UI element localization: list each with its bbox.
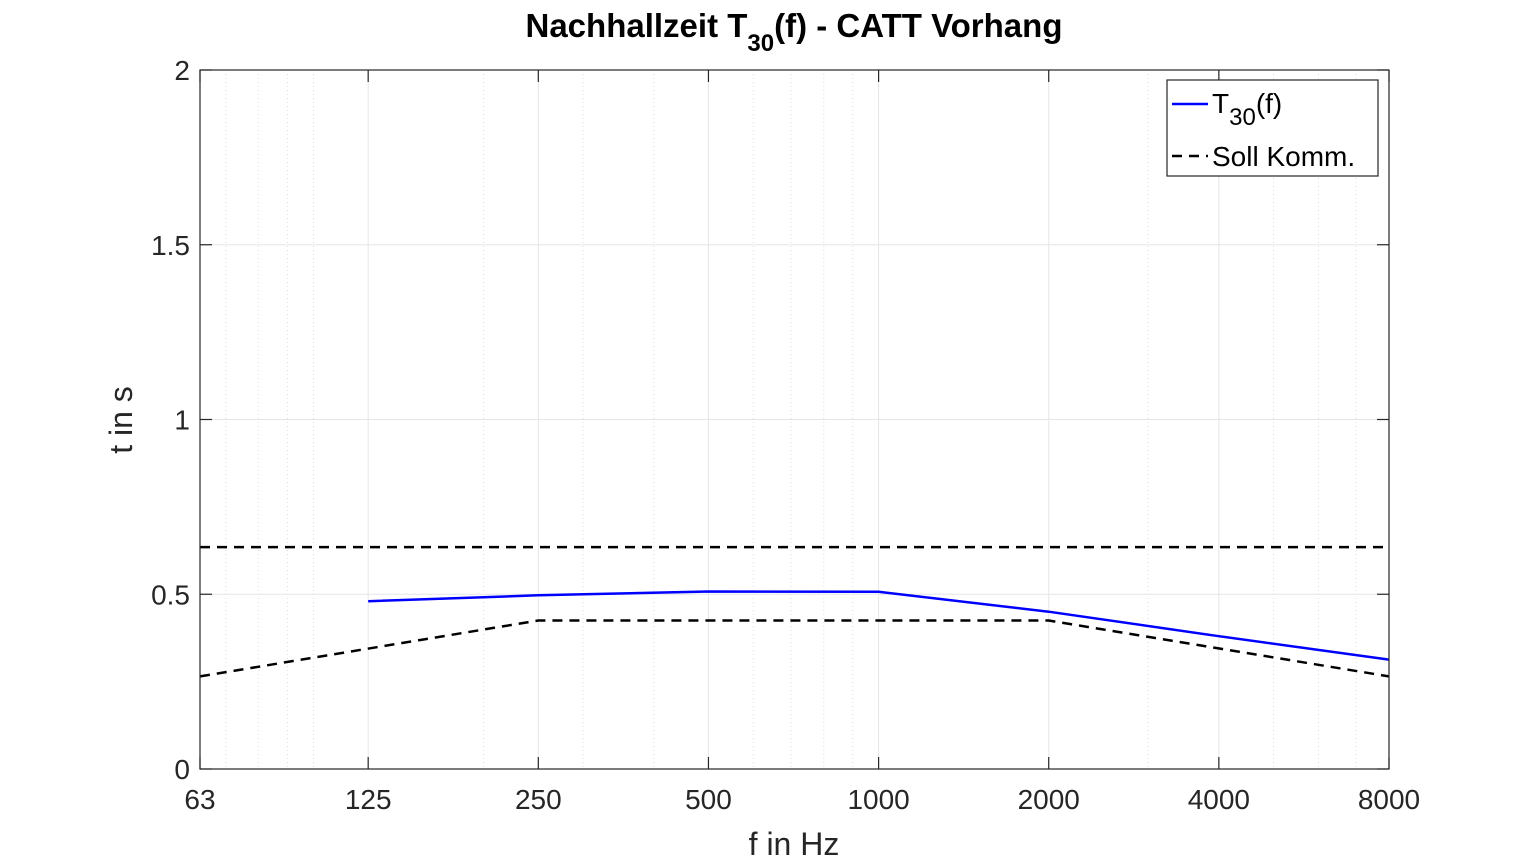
legend-label-t30-sub: 30 [1229,104,1256,131]
legend-label-soll: Soll Komm. [1212,141,1355,172]
y-tick-label: 2 [174,55,190,86]
chart-title-subscript: 30 [747,30,774,57]
x-axis-label: f in Hz [749,826,840,862]
x-tick-label: 8000 [1358,784,1420,815]
y-tick-label: 0.5 [151,579,190,610]
legend-label-t30-main: T [1212,88,1229,119]
x-tick-labels: 63 125 250 500 1000 2000 4000 8000 [184,784,1420,815]
x-tick-label: 500 [685,784,732,815]
chart-title-rest: (f) - CATT Vorhang [774,7,1062,44]
x-tick-label: 4000 [1188,784,1250,815]
series-line-0 [368,590,1390,661]
axis-ticks [199,69,1390,770]
series-layer [199,545,1390,678]
x-tick-label: 1000 [847,784,909,815]
y-tick-label: 1 [174,405,190,436]
y-tick-labels: 0 0.5 1 1.5 2 [151,55,190,785]
series-line-1 [199,619,1390,678]
x-tick-label: 250 [515,784,562,815]
y-tick-label: 1.5 [151,230,190,261]
legend-label-t30: T30(f) [1212,88,1282,131]
chart-title-main: Nachhallzeit T [526,7,748,44]
legend: T30(f) Soll Komm. [1166,79,1379,177]
x-tick-label: 63 [184,784,215,815]
y-tick-label: 0 [174,754,190,785]
x-tick-label: 125 [345,784,392,815]
y-axis-label: t in s [103,386,139,454]
x-tick-label: 2000 [1018,784,1080,815]
legend-box [1166,79,1379,177]
chart-title: Nachhallzeit T30(f) - CATT Vorhang [526,7,1063,57]
legend-label-t30-rest: (f) [1256,88,1282,119]
